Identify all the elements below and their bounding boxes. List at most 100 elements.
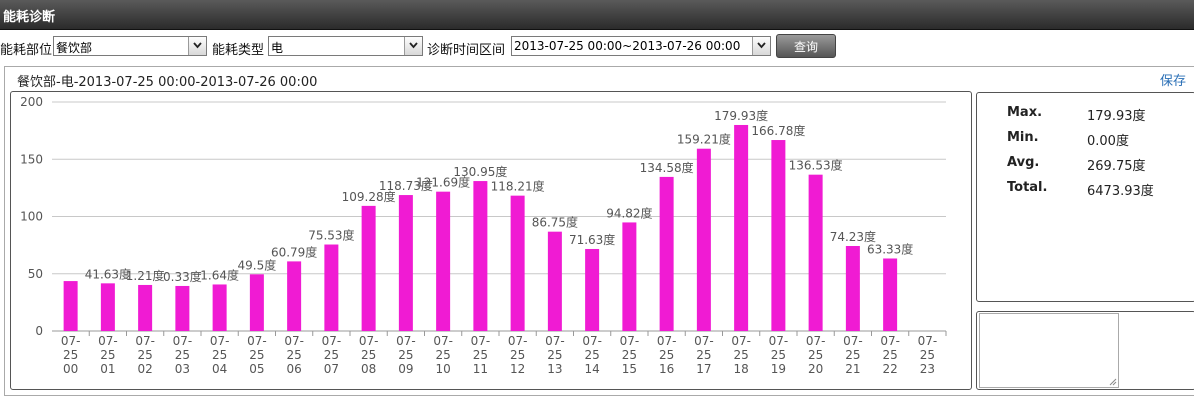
type-select[interactable]: 电 [268, 36, 423, 56]
bar [100, 283, 115, 331]
query-button[interactable]: 查询 [776, 34, 836, 58]
x-tick-label: 07- [471, 334, 491, 348]
bar [585, 248, 600, 331]
x-tick-label: 07- [880, 334, 900, 348]
result-panel [4, 66, 1194, 396]
bar [63, 281, 78, 331]
x-tick-label: 07- [284, 334, 304, 348]
x-tick-label: 25 [212, 348, 227, 362]
resize-grip-icon[interactable] [1108, 377, 1117, 386]
data-label: 118.73度 [379, 178, 433, 193]
x-tick-label: 16 [659, 362, 674, 376]
x-tick-label: 25 [584, 348, 599, 362]
x-tick-label: 25 [286, 348, 301, 362]
bar [138, 284, 153, 331]
data-label: 86.75度 [532, 215, 578, 230]
x-tick-label: 25 [733, 348, 748, 362]
data-label: 121.69度 [416, 175, 470, 190]
x-tick-label: 07- [359, 334, 379, 348]
x-tick-label: 07- [508, 334, 528, 348]
x-tick-label: 25 [100, 348, 115, 362]
x-tick-label: 17 [696, 362, 711, 376]
bar [845, 246, 860, 331]
bar [473, 181, 488, 331]
dept-select[interactable]: 餐饮部 [53, 36, 207, 56]
x-tick-label: 13 [547, 362, 562, 376]
x-tick-label: 07- [694, 334, 714, 348]
dept-select-arrow[interactable] [188, 37, 206, 55]
x-tick-label: 07 [324, 362, 339, 376]
bar [175, 285, 190, 331]
data-label: 1.64度 [200, 267, 239, 282]
x-tick-label: 05 [249, 362, 264, 376]
window-title: 能耗诊断 [3, 10, 56, 25]
x-tick-label: 14 [584, 362, 599, 376]
x-tick-label: 25 [137, 348, 152, 362]
type-select-arrow[interactable] [404, 37, 422, 55]
note-textarea[interactable] [979, 313, 1119, 388]
stat-total-value: 6473.93度 [1087, 184, 1154, 199]
data-label: 1.21度 [126, 268, 165, 283]
range-label: 诊断时间区间 [427, 43, 506, 58]
panel-title: 餐饮部-电-2013-07-25 00:00-2013-07-26 00:00 [17, 75, 318, 90]
x-tick-label: 07- [918, 334, 938, 348]
chart-container: 0 50 100 150 200 07- 25 00 41.63度 07- 25 01 1.21度 07-… [10, 91, 972, 390]
x-tick-label: 25 [249, 348, 264, 362]
range-select-arrow[interactable] [752, 37, 770, 55]
x-tick-label: 25 [435, 348, 450, 362]
y-tick-label: 50 [28, 267, 43, 281]
note-box [976, 311, 1194, 390]
x-tick-label: 07- [433, 334, 453, 348]
x-tick-label: 01 [100, 362, 115, 376]
chevron-down-icon [757, 42, 766, 49]
x-tick-label: 21 [845, 362, 860, 376]
x-tick-label: 25 [808, 348, 823, 362]
stat-avg-value: 269.75度 [1087, 159, 1146, 174]
y-tick-label: 200 [20, 95, 43, 109]
dept-label: 能耗部位 [0, 43, 53, 58]
filter-toolbar: 能耗部位 餐饮部 能耗类型 电 诊断时间区间 2013-07-25 00:00~… [0, 33, 1194, 61]
x-tick-label: 07- [582, 334, 602, 348]
x-tick-label: 07- [61, 334, 81, 348]
bar [398, 195, 413, 331]
data-label: 159.21度 [677, 132, 731, 147]
y-tick-label: 150 [20, 152, 43, 166]
x-tick-label: 07- [545, 334, 565, 348]
x-tick-label: 07- [247, 334, 267, 348]
x-tick-label: 02 [137, 362, 152, 376]
type-select-value: 电 [271, 41, 284, 55]
x-tick-label: 25 [547, 348, 562, 362]
data-label: 179.93度 [714, 108, 768, 123]
type-label: 能耗类型 [212, 43, 265, 58]
data-label: 134.58度 [640, 160, 694, 175]
chevron-down-icon [409, 42, 418, 49]
x-tick-label: 25 [398, 348, 413, 362]
bar [249, 274, 264, 331]
dept-select-value: 餐饮部 [56, 41, 93, 55]
bar [622, 222, 637, 331]
data-label: 74.23度 [830, 229, 876, 244]
x-tick-label: 25 [696, 348, 711, 362]
energy-bar-chart: 05010015020007-250041.63度07-25011.21度07-… [20, 95, 947, 376]
x-tick-label: 11 [473, 362, 488, 376]
bar [659, 176, 674, 331]
x-tick-label: 25 [324, 348, 339, 362]
x-tick-label: 04 [212, 362, 227, 376]
chevron-down-icon [193, 42, 202, 49]
x-tick-label: 25 [63, 348, 78, 362]
save-link[interactable]: 保存 [1160, 74, 1187, 89]
data-label: 63.33度 [867, 241, 913, 256]
x-tick-label: 07- [843, 334, 863, 348]
range-select[interactable]: 2013-07-25 00:00~2013-07-26 00:00 [511, 36, 771, 56]
x-tick-label: 25 [175, 348, 190, 362]
x-tick-label: 08 [361, 362, 376, 376]
data-label: 71.63度 [569, 232, 615, 247]
data-label: 0.33度 [163, 269, 202, 284]
x-tick-label: 10 [435, 362, 450, 376]
x-tick-label: 25 [361, 348, 376, 362]
x-tick-label: 18 [733, 362, 748, 376]
bar [287, 261, 302, 331]
x-tick-label: 09 [398, 362, 413, 376]
data-label: 130.95度 [453, 164, 507, 179]
bar [361, 205, 376, 331]
